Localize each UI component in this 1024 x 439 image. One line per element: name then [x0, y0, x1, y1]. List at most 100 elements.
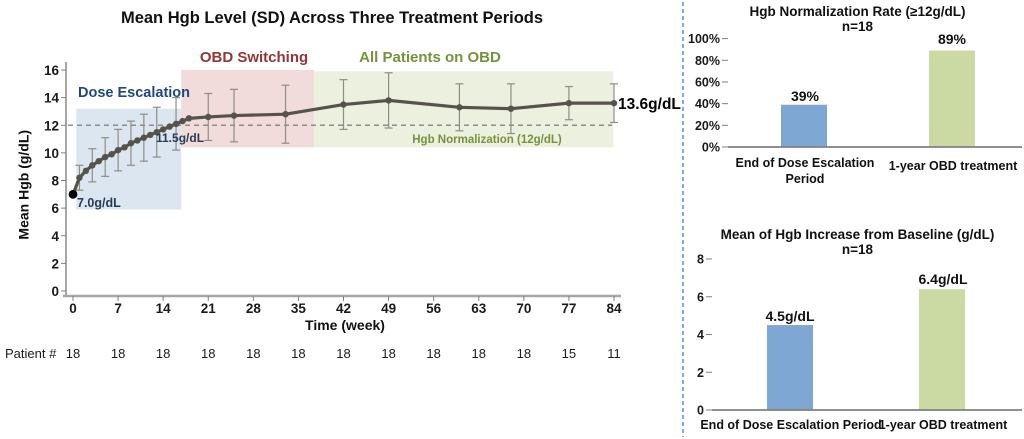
data-point [153, 128, 160, 136]
data-point [456, 104, 463, 111]
bar-category-label: End of Dose Escalation Period [735, 156, 875, 186]
data-point [134, 137, 141, 144]
tick-label: 4 [697, 328, 704, 342]
tick-label: 42 [336, 301, 351, 316]
tick-label: 7 [114, 301, 122, 316]
tick-label: 28 [246, 301, 262, 316]
tick-label: 20% [695, 119, 720, 133]
data-point [385, 97, 392, 104]
tick-label: 49 [381, 301, 396, 316]
patient-count-value: 18 [336, 346, 350, 361]
treatment-region-2 [313, 71, 614, 148]
bar-0 [781, 104, 827, 147]
data-point [147, 131, 154, 139]
data-point [610, 99, 618, 107]
data-point [127, 140, 135, 147]
tick-label: 8 [51, 174, 59, 189]
tick-label: 14 [44, 91, 60, 106]
data-point [140, 134, 148, 141]
patient-count-value: 18 [246, 346, 260, 361]
line-chart-x-axis-label: Time (week) [305, 317, 385, 333]
patient-count-value: 18 [426, 346, 440, 361]
patient-count-value: 11 [607, 346, 621, 361]
region-label-dose-escalation: Dose Escalation [78, 85, 191, 101]
region-label-all-patients-on-obd: All Patients on OBD [359, 49, 501, 66]
tick-label: 0 [69, 301, 77, 316]
bar-0 [767, 325, 813, 410]
tick-label: 40% [695, 97, 720, 111]
tick-label: 56 [426, 301, 442, 316]
data-point [114, 146, 122, 154]
data-point [89, 162, 96, 169]
tick-label: 12 [44, 118, 59, 133]
bar-category-label: 1-year OBD treatment [878, 418, 1008, 432]
data-point [507, 105, 515, 112]
data-point [68, 189, 78, 199]
patient-count-value: 18 [111, 346, 125, 361]
annotation-final-hgb: 13.6g/dL [618, 96, 681, 113]
bar-category-label: 1-year OBD treatment [888, 159, 1018, 173]
bar-1 [929, 50, 975, 147]
tick-label: 14 [156, 301, 172, 316]
increase-chart-title: Mean of Hgb Increase from Baseline (g/dL… [720, 227, 995, 242]
data-point [282, 111, 289, 118]
tick-label: 35 [291, 301, 307, 316]
patient-count-value: 18 [201, 346, 215, 361]
normalization-chart-title: Hgb Normalization Rate (≥12g/dL) [749, 4, 966, 19]
tick-label: 100% [688, 32, 720, 46]
line-chart-y-axis-label: Mean Hgb (g/dL) [15, 129, 32, 240]
tick-label: 2 [697, 366, 704, 380]
tick-label: 2 [51, 256, 59, 271]
tick-label: 4 [51, 229, 59, 244]
tick-label: 6 [51, 201, 59, 216]
patient-count-value: 15 [562, 346, 576, 361]
data-point [108, 151, 115, 158]
data-point [159, 126, 167, 133]
increase-chart-subtitle: n=18 [841, 242, 874, 257]
data-point [166, 123, 173, 130]
patient-count-value: 18 [472, 346, 486, 361]
data-point [82, 167, 90, 175]
treatment-region-1 [181, 70, 314, 148]
tick-label: 63 [471, 301, 487, 316]
tick-label: 6 [697, 290, 704, 304]
patient-count-value: 18 [381, 346, 395, 361]
data-point [121, 144, 128, 151]
tick-label: 8 [697, 253, 704, 267]
tick-label: 10 [44, 146, 59, 161]
data-point [565, 99, 573, 107]
tick-label: 80% [695, 54, 720, 68]
patient-count-value: 18 [156, 346, 170, 361]
tick-label: 16 [44, 63, 60, 78]
data-point [340, 101, 347, 108]
annotation-baseline-hgb: 7.0g/dL [77, 196, 121, 210]
tick-label: 77 [561, 301, 576, 316]
bar-value-label: 89% [937, 31, 967, 47]
data-point [185, 115, 193, 122]
data-point [172, 120, 180, 128]
tick-label: 21 [201, 301, 217, 316]
normalization-chart-subtitle: n=18 [841, 19, 874, 34]
line-chart-title: Mean Hgb Level (SD) Across Three Treatme… [120, 9, 544, 27]
data-point [230, 112, 238, 119]
patient-count-value: 18 [517, 346, 531, 361]
bar-value-label: 6.4g/dL [918, 271, 968, 287]
tick-label: 70 [516, 301, 531, 316]
data-point [179, 117, 186, 125]
bar-1 [919, 289, 965, 410]
tick-label: 60% [695, 75, 720, 89]
bar-value-label: 39% [790, 88, 820, 104]
mean-hgb-line [71, 98, 616, 196]
tick-label: 84 [606, 301, 622, 316]
region-label-obd-switching: OBD Switching [199, 49, 309, 66]
annotation-escalation-end-hgb: 11.5g/dL [156, 131, 205, 145]
treatment-region-0 [76, 108, 182, 210]
patient-count-value: 18 [291, 346, 305, 361]
bar-category-label: End of Dose Escalation Period [700, 418, 882, 432]
data-point [205, 113, 212, 121]
patient-count-row-label: Patient # [5, 346, 57, 361]
tick-label: 0 [697, 404, 704, 418]
data-point [76, 174, 83, 181]
